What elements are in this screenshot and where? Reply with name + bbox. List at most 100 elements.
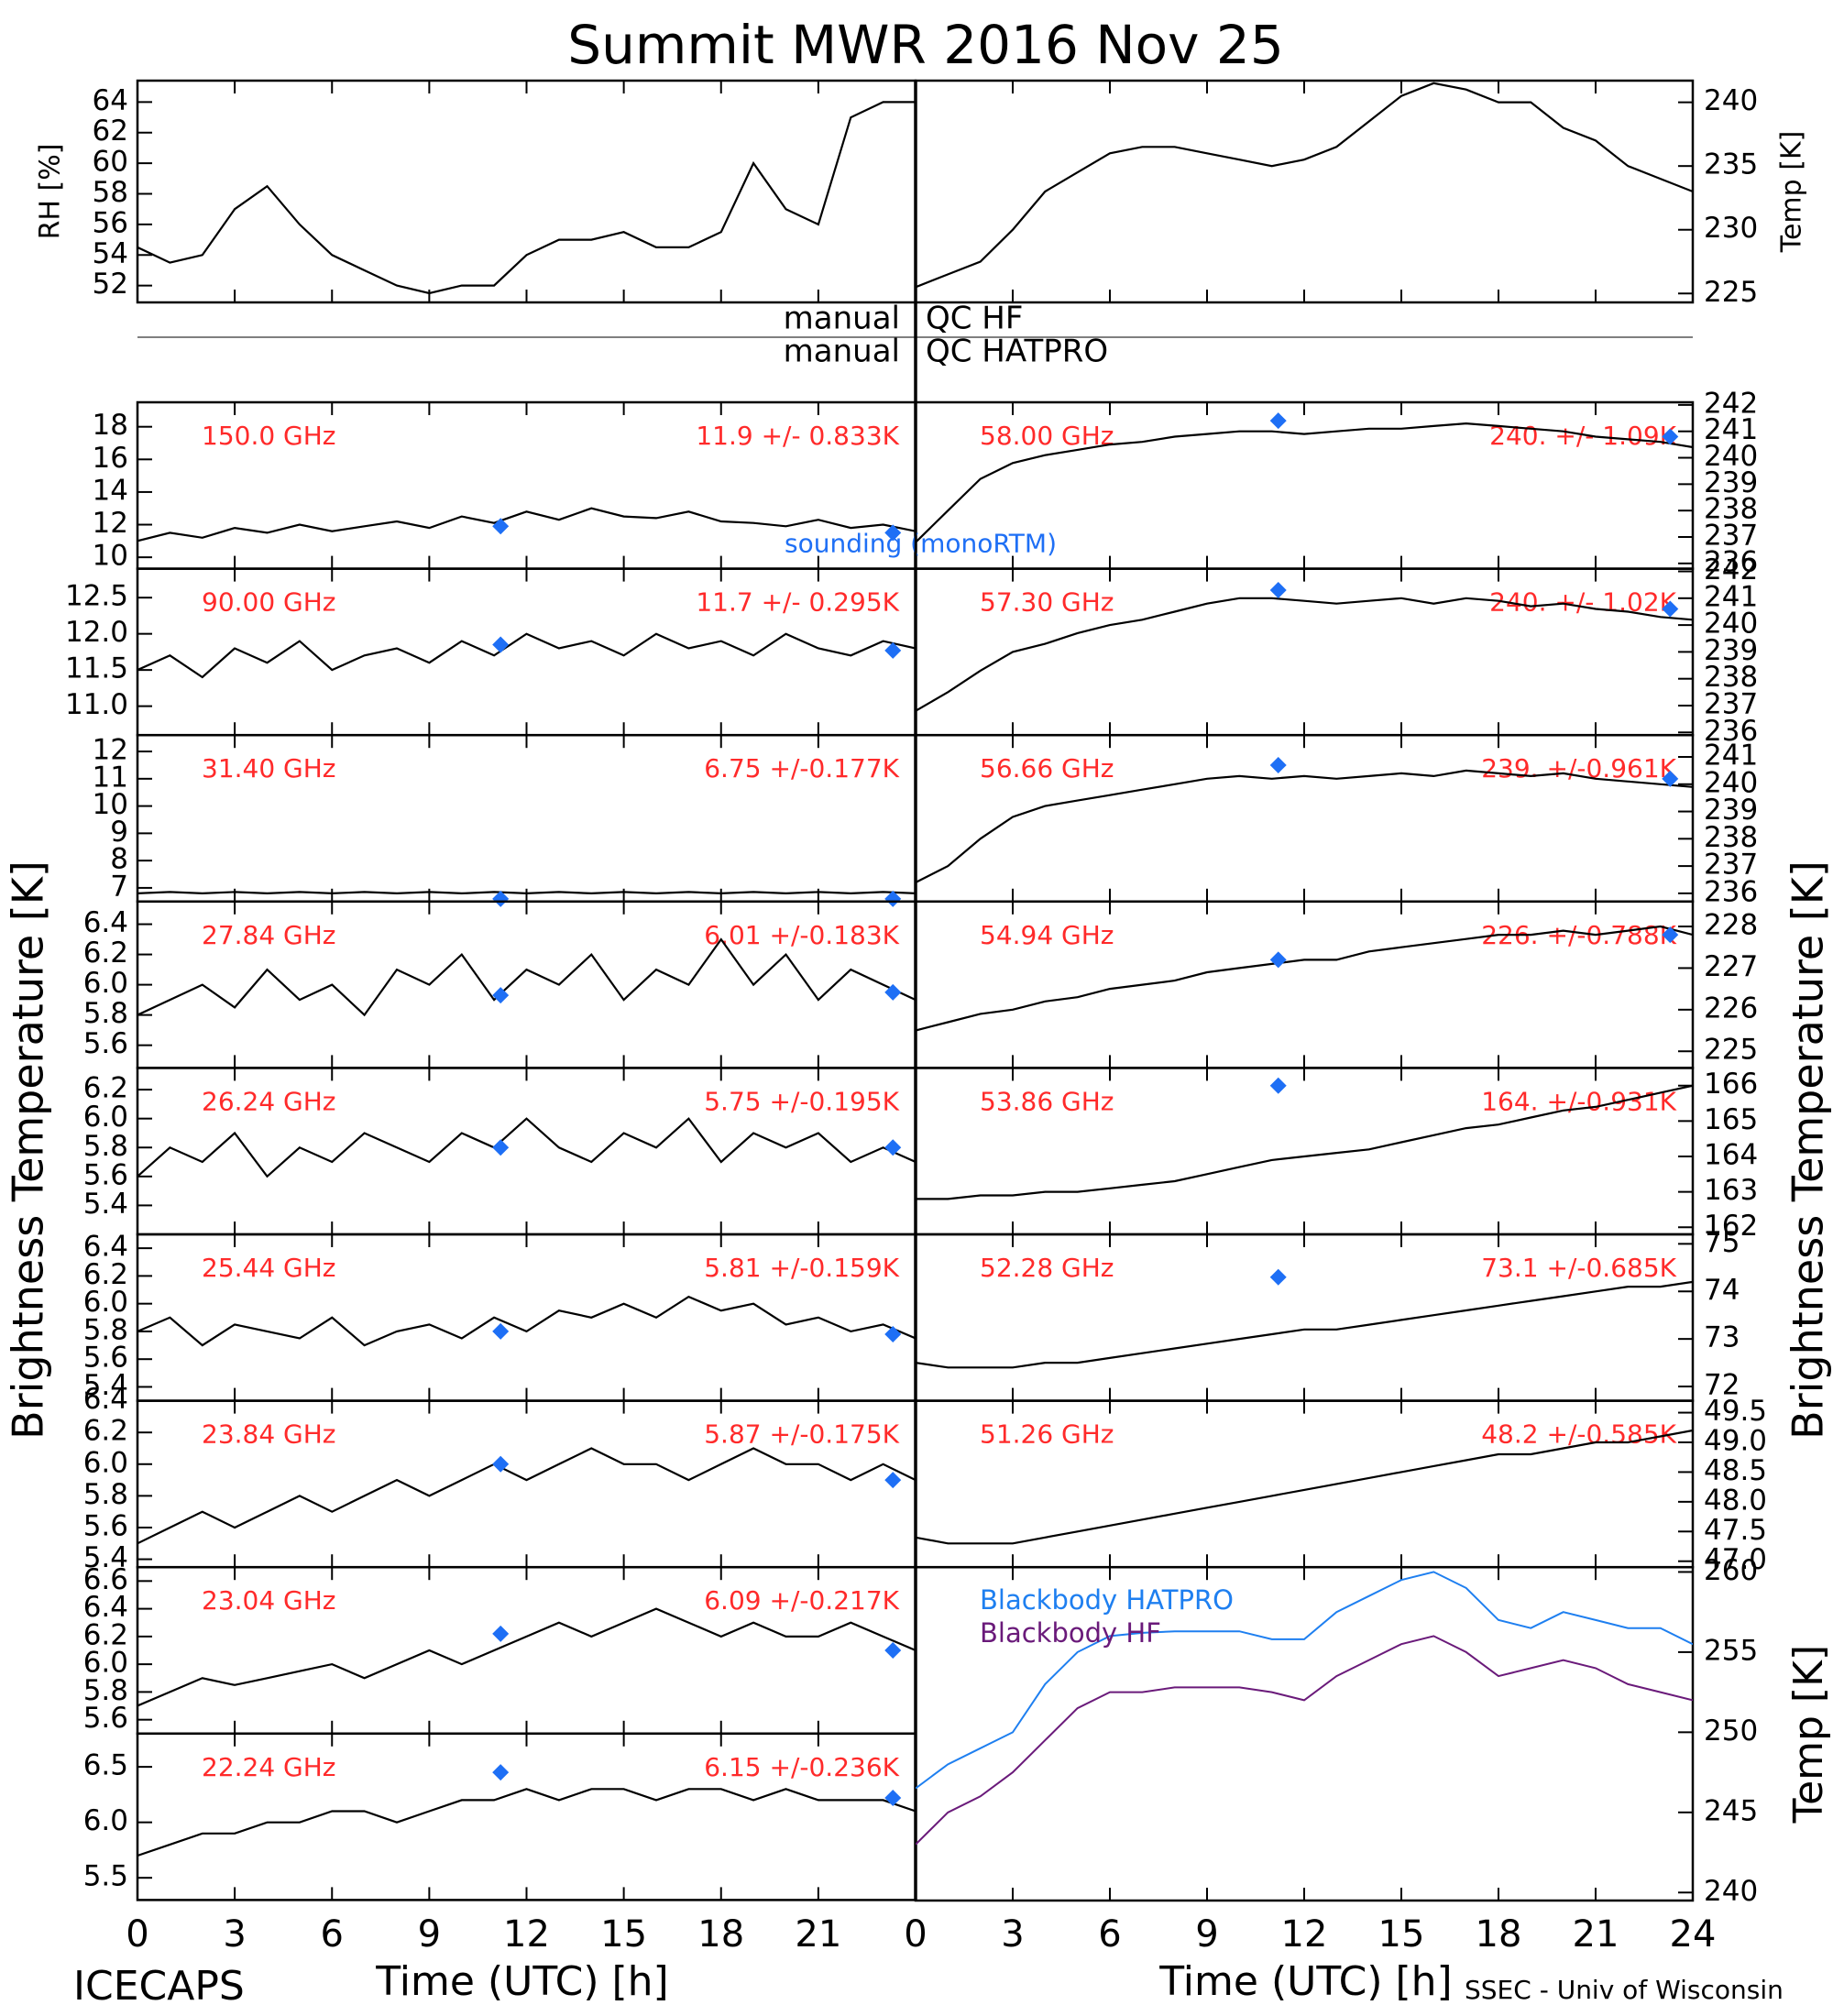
y-tick-label: 5.6 xyxy=(83,1027,128,1060)
data-line xyxy=(137,1117,916,1178)
y-tick-label: 162 xyxy=(1704,1210,1758,1243)
y-tick-label: 5.6 xyxy=(83,1702,128,1735)
y-tick-label: 5.6 xyxy=(83,1158,128,1191)
y-tick-label: 260 xyxy=(1704,1554,1758,1587)
sounding-point xyxy=(492,518,510,535)
data-line xyxy=(916,422,1693,543)
channel-label: 51.26 GHz xyxy=(980,1419,1114,1450)
y-tick-label: 74 xyxy=(1704,1274,1740,1307)
y-tick-label: 6.4 xyxy=(83,1231,128,1264)
y-tick-label: 255 xyxy=(1704,1634,1758,1667)
y-tick-label: 164 xyxy=(1704,1138,1758,1171)
y-tick-label: 10 xyxy=(93,788,128,821)
x-tick-label: 9 xyxy=(418,1913,441,1956)
y-tick-label: 6.0 xyxy=(83,1446,128,1479)
y-tick-label: 12.0 xyxy=(65,616,128,649)
y-tick-label: 6.2 xyxy=(83,1072,128,1105)
stats-label: 164. +/-0.931K xyxy=(1481,1086,1676,1116)
y-tick-label: 48.0 xyxy=(1704,1484,1767,1517)
sounding-point xyxy=(884,1642,902,1659)
x-tick-label: 3 xyxy=(223,1913,246,1956)
y-tick-label: 5.8 xyxy=(83,1478,128,1511)
qc-label: manual xyxy=(784,334,900,370)
data-line xyxy=(916,1429,1693,1545)
y-tick-label: 62 xyxy=(93,115,128,148)
y-tick-label: 11 xyxy=(93,761,128,794)
y-tick-label: 5.4 xyxy=(83,1541,128,1574)
data-line xyxy=(916,82,1693,289)
y-tick-label: 241 xyxy=(1704,740,1758,772)
x-axis-label: Time (UTC) [h] xyxy=(375,1958,668,2005)
sounding-point xyxy=(1269,756,1287,773)
data-line xyxy=(137,1295,916,1347)
data-line xyxy=(916,597,1693,712)
stats-label: 48.2 +/-0.585K xyxy=(1481,1419,1676,1450)
qc-label: QC HF xyxy=(926,301,1023,337)
y-tick-label: 250 xyxy=(1704,1715,1758,1748)
x-tick-label: 21 xyxy=(1573,1913,1619,1956)
x-tick-label: 0 xyxy=(126,1913,148,1956)
y-tick-label: 47.5 xyxy=(1704,1514,1767,1547)
y-tick-label: 10 xyxy=(93,540,128,573)
y-tick-label: 236 xyxy=(1704,715,1758,748)
sounding-point xyxy=(884,890,902,907)
stats-label: 5.87 +/-0.175K xyxy=(704,1419,899,1450)
channel-label: 26.24 GHz xyxy=(202,1086,336,1116)
channel-label: 57.30 GHz xyxy=(980,587,1114,618)
y-tick-label: 6.0 xyxy=(83,1101,128,1134)
channel-label: 53.86 GHz xyxy=(980,1086,1114,1116)
y-tick-label: 6.4 xyxy=(83,906,128,939)
y-tick-label: 8 xyxy=(110,843,128,876)
y-tick-label: 237 xyxy=(1704,520,1758,553)
stats-label: 239. +/-0.961K xyxy=(1481,753,1676,783)
sounding-point xyxy=(884,524,902,542)
data-line xyxy=(137,1788,916,1857)
y-tick-label: 240 xyxy=(1704,440,1758,473)
y-axis-label: Temp [K] xyxy=(1785,1645,1832,1824)
stats-label: 11.9 +/- 0.833K xyxy=(696,421,899,451)
data-line xyxy=(916,1635,1693,1846)
y-tick-label: 237 xyxy=(1704,687,1758,720)
channel-label: 23.04 GHz xyxy=(202,1585,336,1616)
sounding-point xyxy=(492,1764,510,1781)
y-tick-label: 6.2 xyxy=(83,1258,128,1291)
x-tick-label: 9 xyxy=(1195,1913,1218,1956)
y-tick-label: 236 xyxy=(1704,875,1758,908)
y-tick-label: 12.5 xyxy=(65,580,128,613)
data-line xyxy=(916,769,1693,883)
y-tick-label: 238 xyxy=(1704,493,1758,526)
stats-label: 5.81 +/-0.159K xyxy=(704,1253,899,1283)
y-tick-label: 5.8 xyxy=(83,1313,128,1346)
y-tick-label: 6.5 xyxy=(83,1749,128,1782)
sounding-point xyxy=(884,1325,902,1342)
y-tick-label: 163 xyxy=(1704,1174,1758,1207)
y-tick-label: 6.2 xyxy=(83,1415,128,1448)
x-axis-label: Time (UTC) [h] xyxy=(1158,1958,1452,2005)
y-tick-label: 239 xyxy=(1704,794,1758,827)
sounding-point xyxy=(1662,926,1679,944)
sounding-point xyxy=(492,1139,510,1156)
y-tick-label: 18 xyxy=(93,409,128,442)
sounding-point xyxy=(884,641,902,659)
data-line xyxy=(137,507,916,542)
y-tick-label: 5.8 xyxy=(83,1130,128,1163)
figure-title: Summit MWR 2016 Nov 25 xyxy=(567,14,1283,76)
y-tick-label: 12 xyxy=(93,734,128,767)
y-tick-label: 14 xyxy=(93,474,128,507)
y-tick-label: 225 xyxy=(1704,276,1758,309)
y-tick-label: 5.8 xyxy=(83,997,128,1030)
sounding-point xyxy=(884,1790,902,1807)
channel-label: 90.00 GHz xyxy=(202,587,336,618)
y-tick-label: 6.2 xyxy=(83,1618,128,1651)
channel-label: 27.84 GHz xyxy=(202,920,336,950)
data-line xyxy=(137,937,916,1017)
y-tick-label: 165 xyxy=(1704,1103,1758,1136)
y-tick-label: 6.2 xyxy=(83,937,128,970)
y-tick-label: 47.0 xyxy=(1704,1543,1767,1576)
stats-label: 73.1 +/-0.685K xyxy=(1481,1253,1676,1283)
y-tick-label: 11.5 xyxy=(65,652,128,685)
y-axis-label: RH [%] xyxy=(35,144,67,240)
y-tick-label: 6.4 xyxy=(83,1383,128,1416)
y-tick-label: 166 xyxy=(1704,1068,1758,1101)
